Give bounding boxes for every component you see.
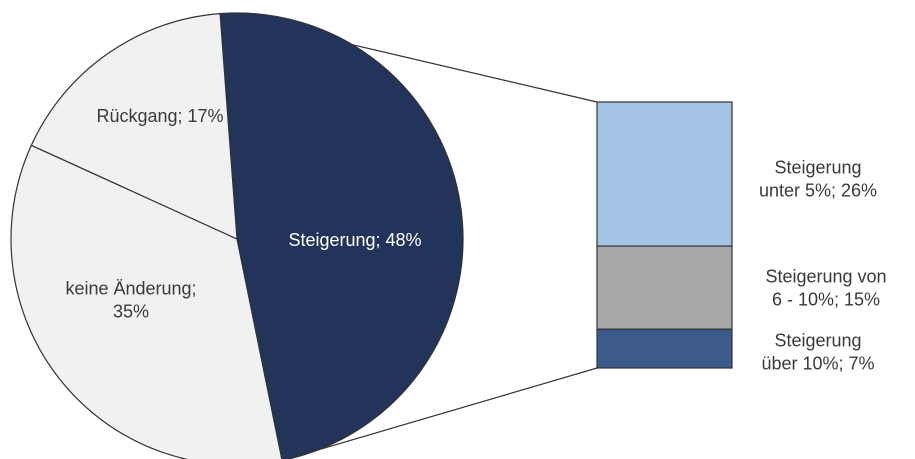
- stacked-bar: [596, 101, 733, 369]
- pie-slice-steigerung: [219, 12, 464, 459]
- bar-segment-steigerung-ueber-10: [596, 328, 733, 369]
- pie-slice-keine-aenderung: [10, 144, 283, 459]
- pie: [10, 12, 464, 459]
- bar-label-steigerung-unter-5: Steigerung unter 5%; 26%: [759, 158, 877, 201]
- pie-label-steigerung: Steigerung; 48%: [288, 230, 421, 250]
- pie-label-keine-aenderung: keine Änderung; 35%: [65, 279, 196, 322]
- bar-segment-steigerung-unter-5: [596, 101, 733, 247]
- bar-label-steigerung-ueber-10: Steigerung über 10%; 7%: [761, 331, 874, 374]
- pie-slice-rueckgang: [30, 12, 238, 240]
- connector-line-bottom: [284, 367, 598, 459]
- data-labels: Steigerung; 48% keine Änderung; 35% Rückgan…: [65, 106, 886, 374]
- bar-segment-steigerung-von-6-10: [596, 245, 733, 330]
- bar-label-steigerung-von-6-10: Steigerung von 6 - 10%; 15%: [765, 267, 886, 310]
- pie-label-rueckgang: Rückgang; 17%: [96, 106, 223, 126]
